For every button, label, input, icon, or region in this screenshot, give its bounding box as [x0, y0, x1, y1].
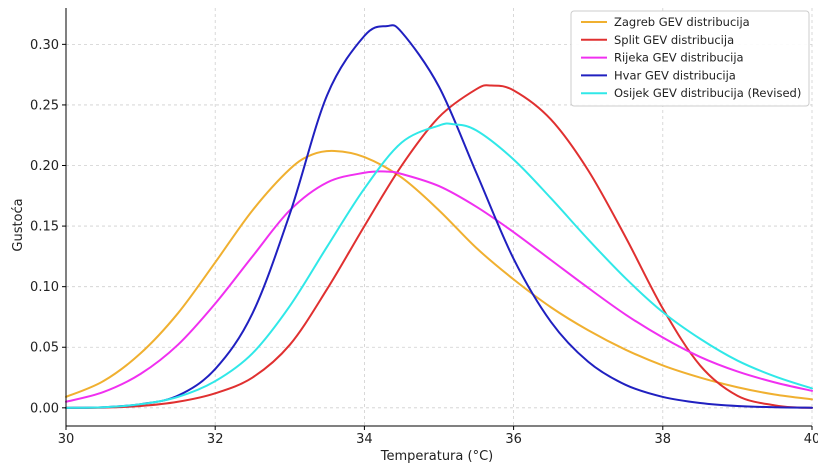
series-line-1: [65, 84, 813, 409]
series-line-2: [65, 170, 813, 403]
legend-label: Split GEV distribucija: [614, 33, 734, 47]
x-tick-label: 34: [356, 432, 373, 447]
x-tick-label: 30: [58, 432, 75, 447]
legend-label: Zagreb GEV distribucija: [614, 15, 750, 29]
series-line-4: [65, 122, 813, 409]
y-tick-label: 0.05: [30, 341, 59, 356]
legend-frame: [570, 10, 810, 107]
y-tick-label: 0.15: [30, 220, 59, 235]
y-axis-label: Gustoća: [11, 198, 26, 251]
series-layer: [65, 24, 813, 409]
x-tick-label: 38: [655, 432, 672, 447]
legend-label: Hvar GEV distribucija: [614, 68, 736, 82]
y-tick-label: 0.20: [30, 159, 59, 174]
y-tick-label: 0.10: [30, 280, 59, 295]
y-tick-label: 0.00: [30, 401, 59, 416]
y-tick-label: 0.30: [30, 38, 59, 53]
axes: [62, 8, 813, 430]
series-line-0: [65, 149, 813, 401]
x-tick-label: 32: [207, 432, 224, 447]
legend-label: Rijeka GEV distribucija: [614, 51, 744, 65]
tick-labels: 30 32 34 36 38 40 0.00 0.05 0.10 0.15 0.20 0.25 0.30: [30, 38, 818, 447]
x-tick-label: 40: [804, 432, 818, 447]
y-tick-label: 0.25: [30, 98, 59, 113]
grid: [65, 8, 813, 426]
legend-label: Osijek GEV distribucija (Revised): [614, 86, 801, 100]
series-line-3: [65, 24, 813, 409]
legend: Zagreb GEV distribucija Split GEV distrib…: [570, 10, 810, 107]
x-tick-label: 36: [505, 432, 522, 447]
x-axis-label: Temperatura (°C): [380, 449, 493, 464]
